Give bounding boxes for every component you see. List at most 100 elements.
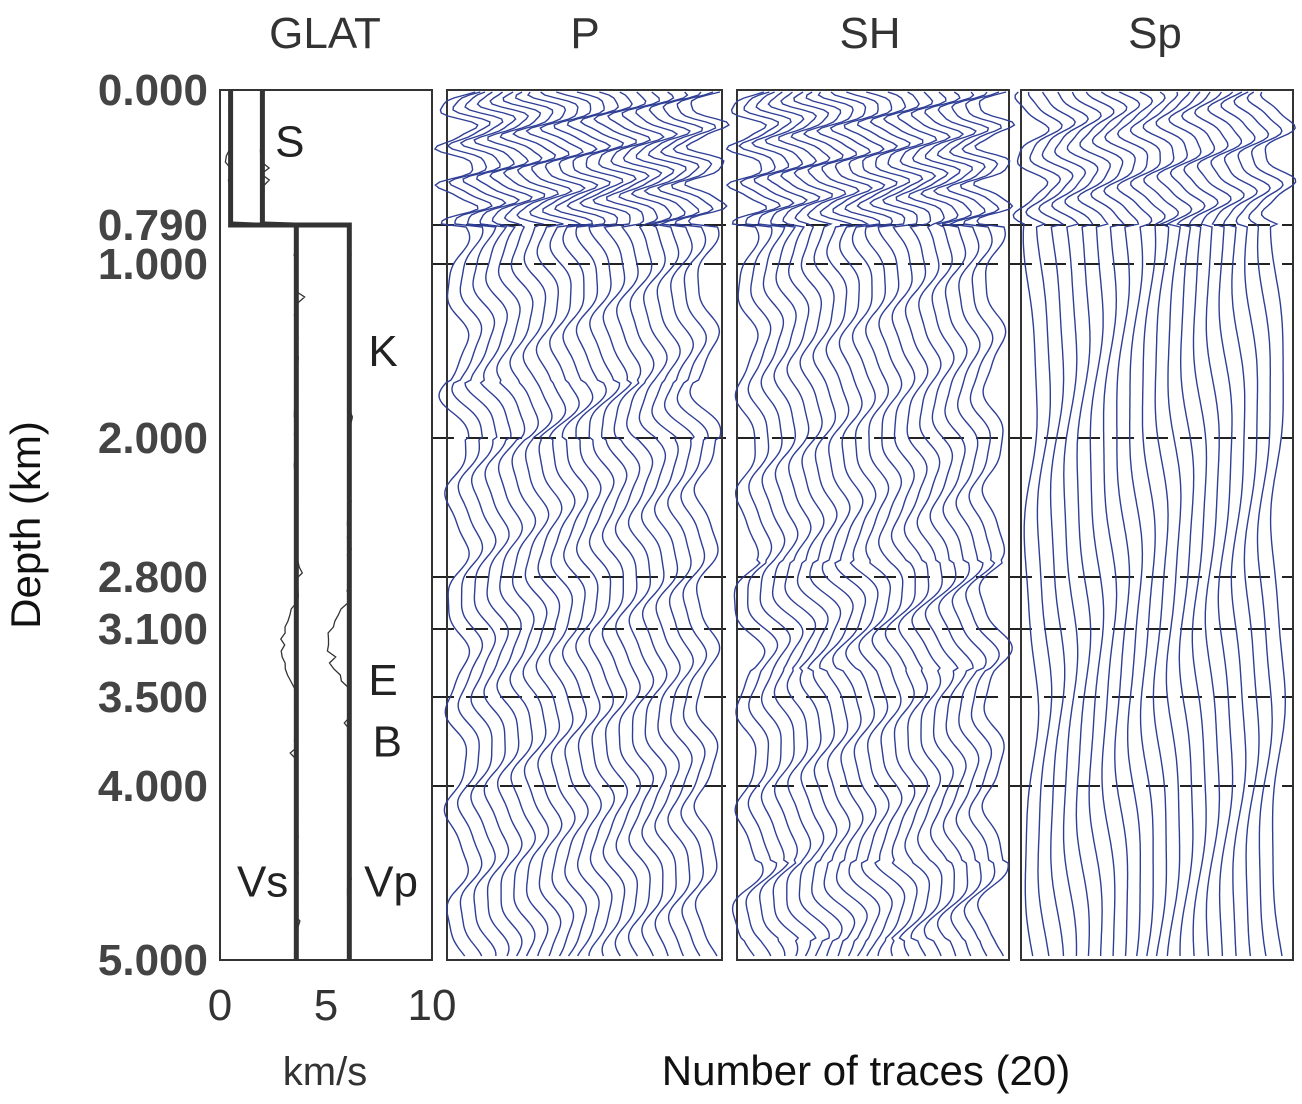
seismic-trace: [1038, 91, 1076, 957]
seismic-trace: [1246, 91, 1284, 957]
seismic-trace: [1051, 91, 1089, 957]
seismic-trace: [869, 91, 911, 957]
seismic-trace: [882, 91, 924, 957]
depth-tick-label: 3.500: [98, 673, 208, 722]
velocity-model: [224, 89, 354, 960]
seismic-trace: [829, 91, 874, 957]
seismic-trace: [790, 91, 833, 957]
annotation-vp: Vp: [364, 858, 418, 907]
model-line-vp: [259, 90, 352, 960]
seismic-trace: [1233, 91, 1271, 957]
depth-tick-label: 5.000: [98, 936, 208, 985]
seismic-trace: [1129, 91, 1166, 957]
seismic-trace: [553, 91, 599, 957]
seismic-trace: [843, 91, 886, 957]
seismic-trace: [539, 91, 586, 957]
annotation-vs: Vs: [237, 858, 288, 907]
seismic-trace: [1142, 91, 1180, 957]
sh-panel-frame: [736, 89, 1010, 961]
seismic-trace: [1155, 91, 1193, 957]
seismic-trace: [643, 91, 691, 957]
depth-tick-label: 3.100: [98, 605, 208, 654]
seismic-trace: [816, 91, 860, 957]
log-line-vp: [259, 89, 354, 958]
depth-tick-label: 0.000: [98, 66, 208, 115]
velocity-tick-labels: 0 5 10: [208, 981, 457, 1030]
depth-tick-label: 1.000: [98, 240, 208, 289]
seismic-trace: [618, 91, 665, 957]
seismic-trace: [670, 91, 717, 957]
seismic-trace: [778, 91, 821, 957]
seismic-trace: [856, 91, 899, 957]
seismic-trace: [946, 91, 990, 957]
seismic-trace: [684, 91, 730, 957]
seismic-trace: [959, 91, 1003, 957]
panel-title-p: P: [570, 9, 599, 58]
depth-tick-label: 2.000: [98, 414, 208, 463]
seismic-trace: [1194, 91, 1232, 957]
seismic-trace: [920, 91, 965, 957]
traces-axis-title: Number of traces (20): [662, 1047, 1070, 1094]
glat-panel-frame: [219, 89, 433, 961]
log-line-vs: [224, 89, 306, 958]
velocity-tick-label: 0: [208, 981, 232, 1030]
seismic-trace: [1090, 91, 1128, 957]
panel-title-glat: GLAT: [269, 9, 381, 58]
seismic-trace: [459, 91, 507, 957]
seismic-trace: [1207, 91, 1245, 957]
seismic-trace: [525, 91, 573, 957]
seismic-trace: [433, 91, 479, 957]
sp-panel-frame: [1020, 89, 1294, 961]
panel-title-sp: Sp: [1128, 9, 1182, 58]
seismic-trace: [656, 91, 704, 957]
seismic-trace: [751, 91, 795, 957]
seismic-trace: [579, 91, 625, 957]
depth-tick-label: 2.800: [98, 553, 208, 602]
seismic-trace: [1181, 91, 1219, 957]
seismic-trace: [1012, 91, 1050, 957]
annotation-b: B: [373, 718, 402, 767]
velocity-tick-label: 5: [314, 981, 338, 1030]
seismic-trace: [802, 91, 847, 957]
seismic-trace: [1064, 91, 1102, 957]
p-traces: [433, 91, 730, 957]
seismic-trace: [1220, 91, 1258, 957]
seismic-trace: [446, 91, 493, 957]
seismic-trace: [473, 91, 521, 957]
panel-title-sh: SH: [839, 9, 900, 58]
seismic-trace: [725, 91, 768, 957]
seismic-trace: [1116, 91, 1154, 957]
velocity-annotations: S K EB Vs Vp: [237, 117, 418, 906]
seismic-trace: [566, 91, 612, 957]
velocity-unit-label: km/s: [283, 1050, 367, 1094]
annotation-k: K: [368, 327, 397, 376]
seismic-trace: [499, 91, 546, 957]
seismic-trace: [738, 91, 782, 957]
depth-tick-label: 4.000: [98, 762, 208, 811]
depth-tick-label: 0.790: [98, 201, 208, 250]
sh-traces: [725, 91, 1016, 957]
seismic-trace: [487, 91, 533, 957]
annotation-e: E: [368, 656, 397, 705]
seismic-trace: [1168, 91, 1206, 957]
depth-axis-title: Depth (km): [2, 421, 49, 629]
seismic-trace: [973, 91, 1016, 957]
seismic-trace: [895, 91, 938, 957]
seismic-trace: [1025, 91, 1063, 957]
seismic-trace: [1259, 91, 1297, 957]
seismic-trace: [764, 91, 808, 957]
seismic-trace: [1077, 91, 1115, 957]
sp-traces: [1012, 91, 1297, 957]
velocity-tick-label: 10: [408, 981, 457, 1030]
p-panel-frame: [446, 89, 723, 961]
seismic-trace: [1103, 91, 1141, 957]
seismic-trace: [605, 91, 652, 957]
annotation-s: S: [275, 117, 304, 166]
seismic-trace: [630, 91, 679, 957]
seismic-trace: [932, 91, 977, 957]
seismic-trace: [907, 91, 952, 957]
seismic-trace: [512, 91, 560, 957]
seismic-trace: [592, 91, 637, 957]
